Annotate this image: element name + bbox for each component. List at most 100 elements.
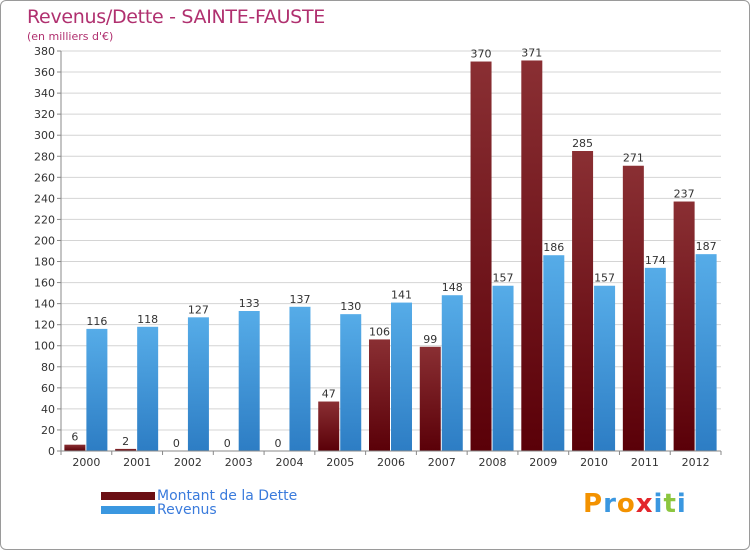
logo-letter: x: [635, 489, 654, 519]
bar-dette-2009: [521, 60, 543, 451]
logo-letter: i: [653, 489, 664, 519]
data-label-revenus-2010: 157: [594, 272, 615, 285]
bar-dette-2011: [622, 165, 644, 451]
data-label-revenus-2003: 133: [239, 297, 260, 310]
data-label-dette-2002: 0: [173, 437, 180, 450]
data-label-revenus-2012: 187: [696, 240, 717, 253]
x-tick-label-2008: 2008: [479, 456, 507, 469]
y-tick-label: 40: [41, 403, 55, 416]
data-label-dette-2009: 371: [521, 46, 542, 59]
x-tick-label-2002: 2002: [174, 456, 202, 469]
y-tick-label: 340: [34, 87, 55, 100]
y-tick-label: 80: [41, 361, 55, 374]
bar-revenus-2006: [391, 302, 412, 451]
y-tick-label: 360: [34, 66, 55, 79]
legend-label-dette: Montant de la Dette: [157, 487, 298, 504]
chart-subtitle: (en milliers d'€): [27, 30, 114, 43]
legend-swatch-dette: [101, 491, 155, 500]
data-label-dette-2006: 106: [369, 325, 390, 338]
y-tick-label: 380: [34, 45, 55, 58]
data-label-dette-2005: 47: [322, 388, 336, 401]
data-label-revenus-2000: 116: [86, 315, 107, 328]
bar-dette-2007: [419, 346, 441, 451]
bar-dette-2005: [318, 401, 340, 451]
y-tick-label: 320: [34, 108, 55, 121]
legend-label-revenus: Revenus: [157, 501, 217, 518]
bar-dette-2001: [115, 448, 137, 451]
bar-revenus-2012: [695, 254, 717, 451]
bar-revenus-2009: [543, 255, 565, 451]
y-tick-label: 280: [34, 150, 55, 163]
data-label-revenus-2008: 157: [493, 272, 514, 285]
bar-revenus-2008: [492, 285, 514, 451]
bar-revenus-2011: [644, 267, 666, 451]
x-tick-label-2005: 2005: [326, 456, 354, 469]
logo-letter: r: [603, 489, 617, 519]
y-tick-label: 100: [34, 340, 55, 353]
bar-revenus-2010: [594, 285, 616, 451]
legend-item-revenus: Revenus: [101, 501, 217, 518]
y-tick-label: 180: [34, 256, 55, 269]
bar-dette-2000: [64, 444, 86, 451]
bar-revenus-2001: [137, 326, 159, 451]
y-tick-label: 200: [34, 234, 55, 247]
bar-revenus-2007: [441, 295, 463, 451]
bar-revenus-2003: [238, 311, 260, 451]
bar-revenus-2005: [340, 314, 362, 451]
bar-dette-2012: [673, 201, 695, 451]
data-label-revenus-2006: 141: [391, 289, 412, 302]
data-label-revenus-2004: 137: [289, 293, 310, 306]
x-tick-label-2001: 2001: [123, 456, 151, 469]
y-tick-label: 240: [34, 192, 55, 205]
y-tick-label: 260: [34, 171, 55, 184]
data-label-revenus-2011: 174: [645, 254, 666, 267]
data-label-dette-2012: 237: [674, 188, 695, 201]
logo-letter: P: [583, 489, 604, 519]
chart-title: Revenus/Dette - SAINTE-FAUSTE: [27, 6, 325, 28]
x-tick-label-2007: 2007: [428, 456, 456, 469]
bar-dette-2006: [369, 339, 390, 451]
x-tick-label-2003: 2003: [225, 456, 253, 469]
x-tick-label-2011: 2011: [631, 456, 659, 469]
bar-dette-2008: [470, 61, 492, 452]
y-tick-label: 140: [34, 298, 55, 311]
logo-letter: i: [676, 489, 687, 519]
y-tick-label: 0: [48, 445, 55, 458]
data-label-dette-2003: 0: [224, 437, 231, 450]
data-label-revenus-2007: 148: [442, 281, 463, 294]
y-tick-label: 160: [34, 277, 55, 290]
data-label-dette-2001: 2: [122, 435, 129, 448]
x-tick-label-2009: 2009: [529, 456, 557, 469]
y-tick-label: 220: [34, 213, 55, 226]
y-tick-label: 300: [34, 129, 55, 142]
data-label-dette-2000: 6: [71, 431, 78, 444]
x-tick-label-2010: 2010: [580, 456, 608, 469]
bar-revenus-2000: [86, 328, 108, 451]
data-label-revenus-2005: 130: [340, 300, 361, 313]
x-tick-label-2006: 2006: [377, 456, 405, 469]
y-tick-label: 20: [41, 424, 55, 437]
y-tick-label: 120: [34, 319, 55, 332]
data-label-revenus-2001: 118: [137, 313, 158, 326]
data-label-dette-2010: 285: [572, 137, 593, 150]
data-label-revenus-2002: 127: [188, 303, 209, 316]
bar-revenus-2002: [187, 317, 209, 451]
data-label-dette-2008: 370: [471, 48, 492, 61]
data-label-revenus-2009: 186: [543, 241, 564, 254]
proxiti-logo: Proxiti: [583, 489, 687, 519]
data-label-dette-2004: 0: [274, 437, 281, 450]
legend-swatch-revenus: [101, 505, 155, 514]
x-tick-label-2004: 2004: [275, 456, 303, 469]
y-tick-label: 60: [41, 382, 55, 395]
x-tick-label-2012: 2012: [682, 456, 710, 469]
x-tick-label-2000: 2000: [72, 456, 100, 469]
legend-item-dette: Montant de la Dette: [101, 487, 298, 504]
bar-revenus-2004: [289, 306, 311, 451]
data-label-dette-2007: 99: [423, 333, 437, 346]
logo-letter: o: [616, 489, 636, 519]
data-label-dette-2011: 271: [623, 152, 644, 165]
logo-letter: t: [663, 489, 677, 519]
bar-dette-2010: [572, 151, 594, 451]
